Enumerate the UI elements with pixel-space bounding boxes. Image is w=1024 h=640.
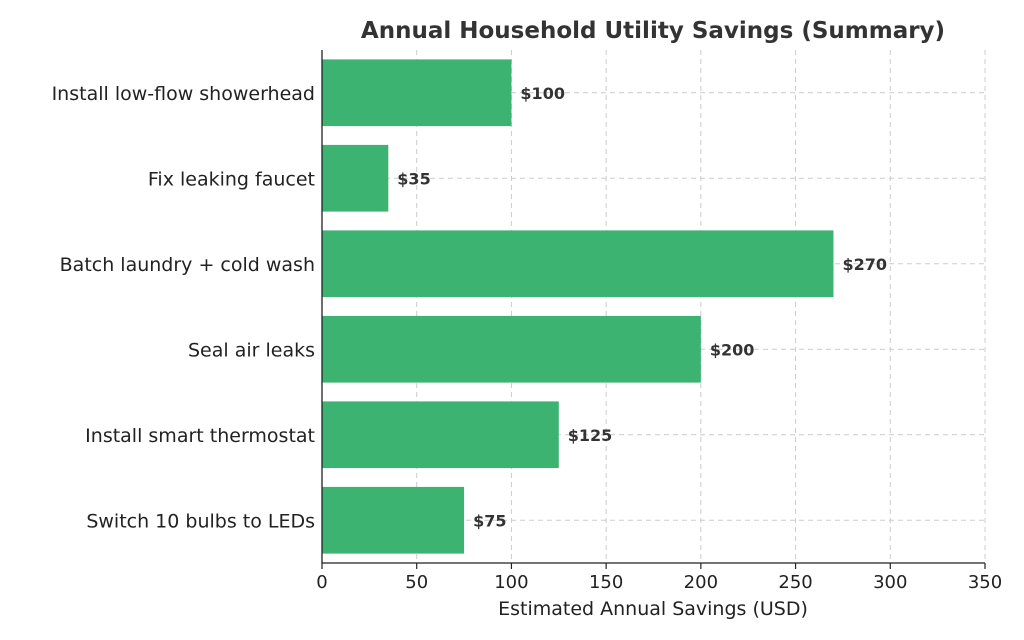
bar-value-label: $75 <box>473 511 506 530</box>
bar <box>322 230 834 298</box>
category-label: Install low-flow showerhead <box>52 83 315 105</box>
bar-value-label: $35 <box>397 169 430 188</box>
bar <box>322 144 389 212</box>
x-tick-label: 100 <box>494 572 528 593</box>
value-labels: $100 $35 $270 $200 $125 $75 <box>397 84 887 531</box>
x-tick-label: 0 <box>316 572 327 593</box>
grid <box>321 50 986 563</box>
bar-value-label: $200 <box>710 340 755 359</box>
category-label: Switch 10 bulbs to LEDs <box>86 510 315 532</box>
bar-value-label: $270 <box>842 255 887 274</box>
bar-value-label: $100 <box>520 84 565 103</box>
x-tick-label: 150 <box>589 572 623 593</box>
x-tick-label: 250 <box>778 572 812 593</box>
bar <box>322 59 512 127</box>
x-ticks: 0 50 100 150 200 250 300 350 <box>316 563 1002 593</box>
axes <box>321 50 985 564</box>
bar <box>322 315 701 383</box>
category-labels: Install low-flow showerhead Fix leaking f… <box>52 83 315 533</box>
bar <box>322 401 559 469</box>
x-axis-label: Estimated Annual Savings (USD) <box>498 598 808 620</box>
x-tick-label: 200 <box>684 572 718 593</box>
bar-value-label: $125 <box>568 426 613 445</box>
x-tick-label: 300 <box>873 572 907 593</box>
bars <box>322 59 834 554</box>
category-label: Fix leaking faucet <box>148 168 315 190</box>
category-label: Install smart thermostat <box>85 425 315 447</box>
x-tick-label: 350 <box>968 572 1002 593</box>
chart-title: Annual Household Utility Savings (Summar… <box>361 18 945 44</box>
category-label: Batch laundry + cold wash <box>60 254 315 276</box>
category-label: Seal air leaks <box>188 339 315 361</box>
x-tick-label: 50 <box>405 572 428 593</box>
bar <box>322 486 465 554</box>
